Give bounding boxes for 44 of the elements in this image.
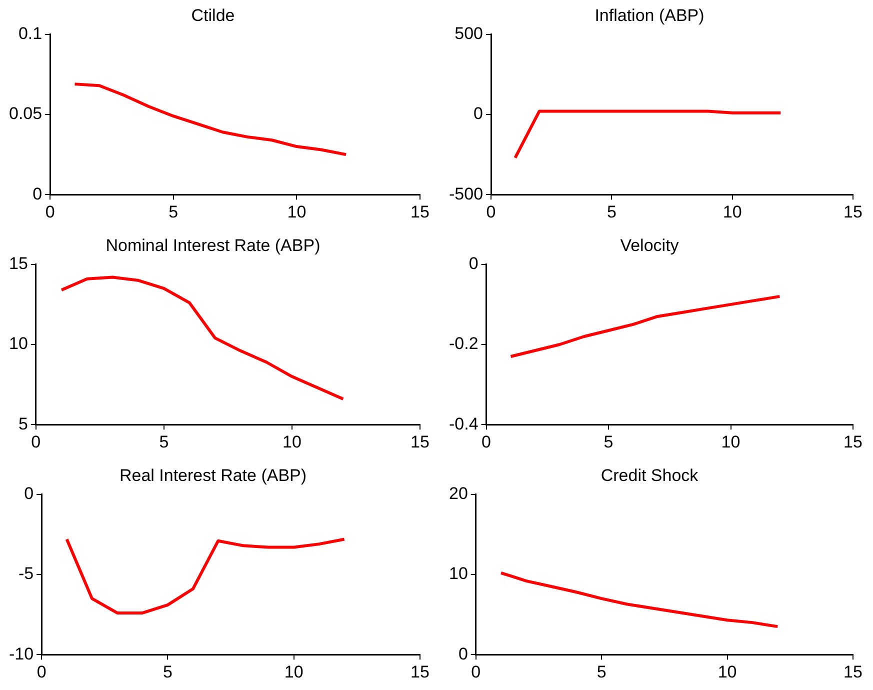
x-tick-label: 15	[410, 202, 430, 222]
x-tick-label: 0	[486, 202, 496, 222]
x-tick-label: 5	[596, 662, 606, 682]
x-tick-label: 10	[722, 202, 742, 222]
x-tick-label: 10	[718, 662, 737, 682]
y-tick-label: -0.2	[448, 334, 478, 354]
y-tick-label: 500	[454, 24, 484, 44]
x-tick-label: 15	[410, 662, 430, 682]
x-tick-label: 15	[410, 432, 430, 452]
y-tick-label: 20	[448, 484, 468, 504]
y-tick-label: 0.05	[8, 104, 42, 124]
x-tick-label: 10	[282, 432, 302, 452]
x-tick-label: 5	[162, 662, 172, 682]
x-tick-label: 15	[844, 202, 862, 222]
y-tick-label: -5	[18, 564, 34, 584]
chart-title: Velocity	[620, 236, 680, 255]
y-tick-label: 5	[18, 414, 28, 434]
x-tick-label: 0	[45, 202, 55, 222]
y-tick-label: 0.1	[18, 24, 42, 44]
y-tick-label: -500	[448, 184, 484, 204]
chart-title: Credit Shock	[600, 466, 699, 485]
y-tick-label: 0	[474, 104, 484, 124]
y-tick-label: -0.4	[448, 414, 478, 434]
x-tick-label: 5	[606, 202, 616, 222]
y-tick-label: 0	[24, 484, 34, 504]
chart-title: Inflation (ABP)	[594, 6, 704, 25]
y-tick-label: 10	[8, 334, 28, 354]
x-tick-label: 10	[287, 202, 306, 222]
x-tick-label: 15	[844, 432, 862, 452]
chart-title: Nominal Interest Rate (ABP)	[106, 236, 320, 255]
x-tick-label: 10	[284, 662, 304, 682]
y-tick-label: 15	[8, 254, 28, 274]
x-tick-label: 10	[721, 432, 740, 452]
x-tick-label: 5	[168, 202, 178, 222]
y-tick-label: 0	[32, 184, 42, 204]
chart-title: Ctilde	[191, 6, 235, 25]
x-tick-label: 15	[844, 662, 862, 682]
y-tick-label: 0	[468, 254, 478, 274]
y-tick-label: -10	[8, 644, 34, 664]
x-tick-label: 5	[604, 432, 614, 452]
chart-title: Real Interest Rate (ABP)	[119, 466, 307, 485]
x-tick-label: 5	[159, 432, 169, 452]
y-tick-label: 10	[448, 564, 468, 584]
y-tick-label: 0	[458, 644, 468, 664]
